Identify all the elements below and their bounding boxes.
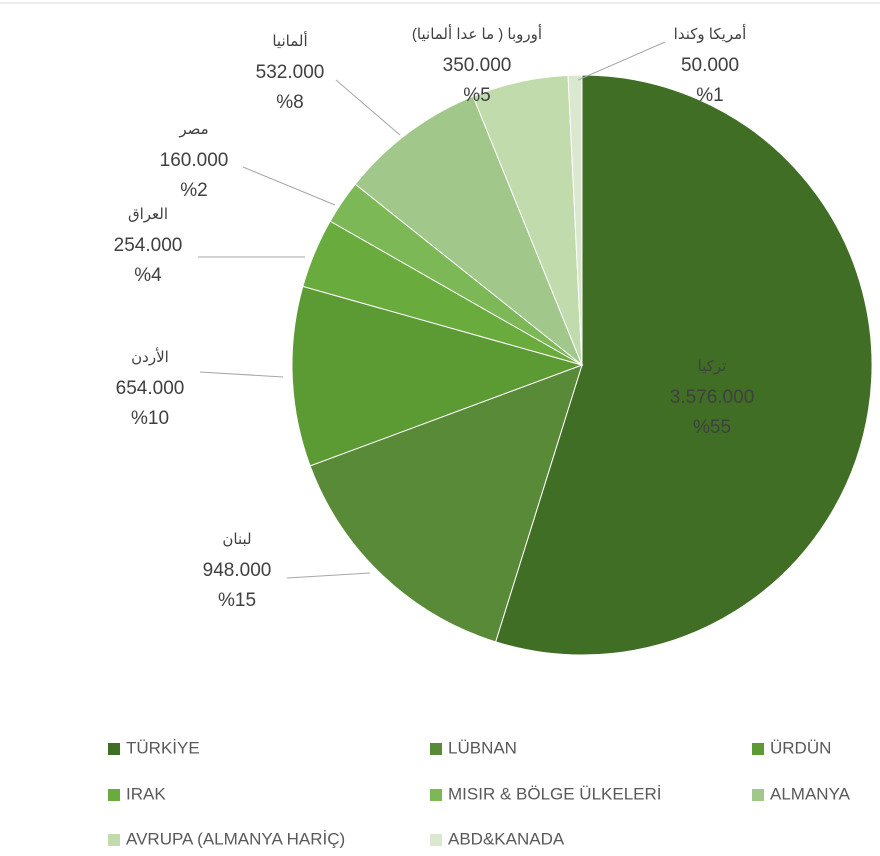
data-label-name: العراق: [128, 206, 168, 223]
legend-label: LÜBNAN: [448, 738, 517, 757]
pie-slice: [309, 364, 583, 643]
data-label-value: 50.000: [681, 55, 739, 76]
data-label-name: ألمانيا: [272, 31, 307, 50]
leader-line: [199, 371, 284, 378]
data-label-name: لبنان: [222, 531, 251, 548]
data-label-percent: %2: [180, 180, 207, 201]
legend-label: AVRUPA (ALMANYA HARİÇ): [126, 829, 345, 848]
data-label-percent: %8: [276, 92, 303, 113]
legend-label: IRAK: [126, 784, 166, 803]
data-label-percent: %10: [131, 408, 169, 429]
legend-swatch: [108, 743, 120, 755]
legend-label: TÜRKİYE: [126, 738, 200, 757]
data-label-name: أمريكا وكندا: [674, 24, 747, 43]
data-label-percent: %15: [218, 590, 256, 611]
legend-label: ABD&KANADA: [448, 829, 565, 848]
leader-line: [335, 79, 401, 136]
data-label-name: أوروبا ( ما عدا ألمانيا): [412, 24, 542, 43]
legend-label: MISIR & BÖLGE ÜLKELERİ: [448, 784, 662, 803]
data-label-value: 532.000: [256, 62, 325, 83]
data-label-value: 654.000: [116, 378, 185, 399]
legend-label: ÜRDÜN: [770, 738, 831, 757]
data-label-name: مصر: [178, 121, 208, 138]
legend-swatch: [108, 789, 120, 801]
data-label-name: الأردن: [131, 347, 169, 366]
legend-swatch: [430, 743, 442, 755]
leader-line: [577, 41, 666, 81]
data-label-value: 254.000: [114, 235, 183, 256]
data-label-percent: %5: [463, 85, 490, 106]
legend-swatch: [430, 789, 442, 801]
leader-line: [286, 572, 371, 579]
leader-line: [242, 166, 336, 206]
legend-swatch: [108, 834, 120, 846]
data-label-value: 3.576.000: [670, 387, 755, 408]
data-label-name: تركيا: [698, 358, 727, 375]
data-label-value: 160.000: [160, 150, 229, 171]
legend-swatch: [752, 789, 764, 801]
legend-label: ALMANYA: [770, 784, 851, 803]
data-label-percent: %55: [693, 417, 731, 438]
legend-swatch: [752, 743, 764, 755]
data-label-percent: %4: [134, 265, 162, 286]
data-label-value: 350.000: [443, 55, 512, 76]
pie-slice: [567, 74, 583, 366]
data-label-percent: %1: [696, 85, 723, 106]
legend-swatch: [430, 834, 442, 846]
pie-slice: [495, 74, 873, 656]
data-label-value: 948.000: [203, 560, 272, 581]
pie-slice: [354, 95, 584, 367]
pie-slice: [291, 285, 584, 467]
